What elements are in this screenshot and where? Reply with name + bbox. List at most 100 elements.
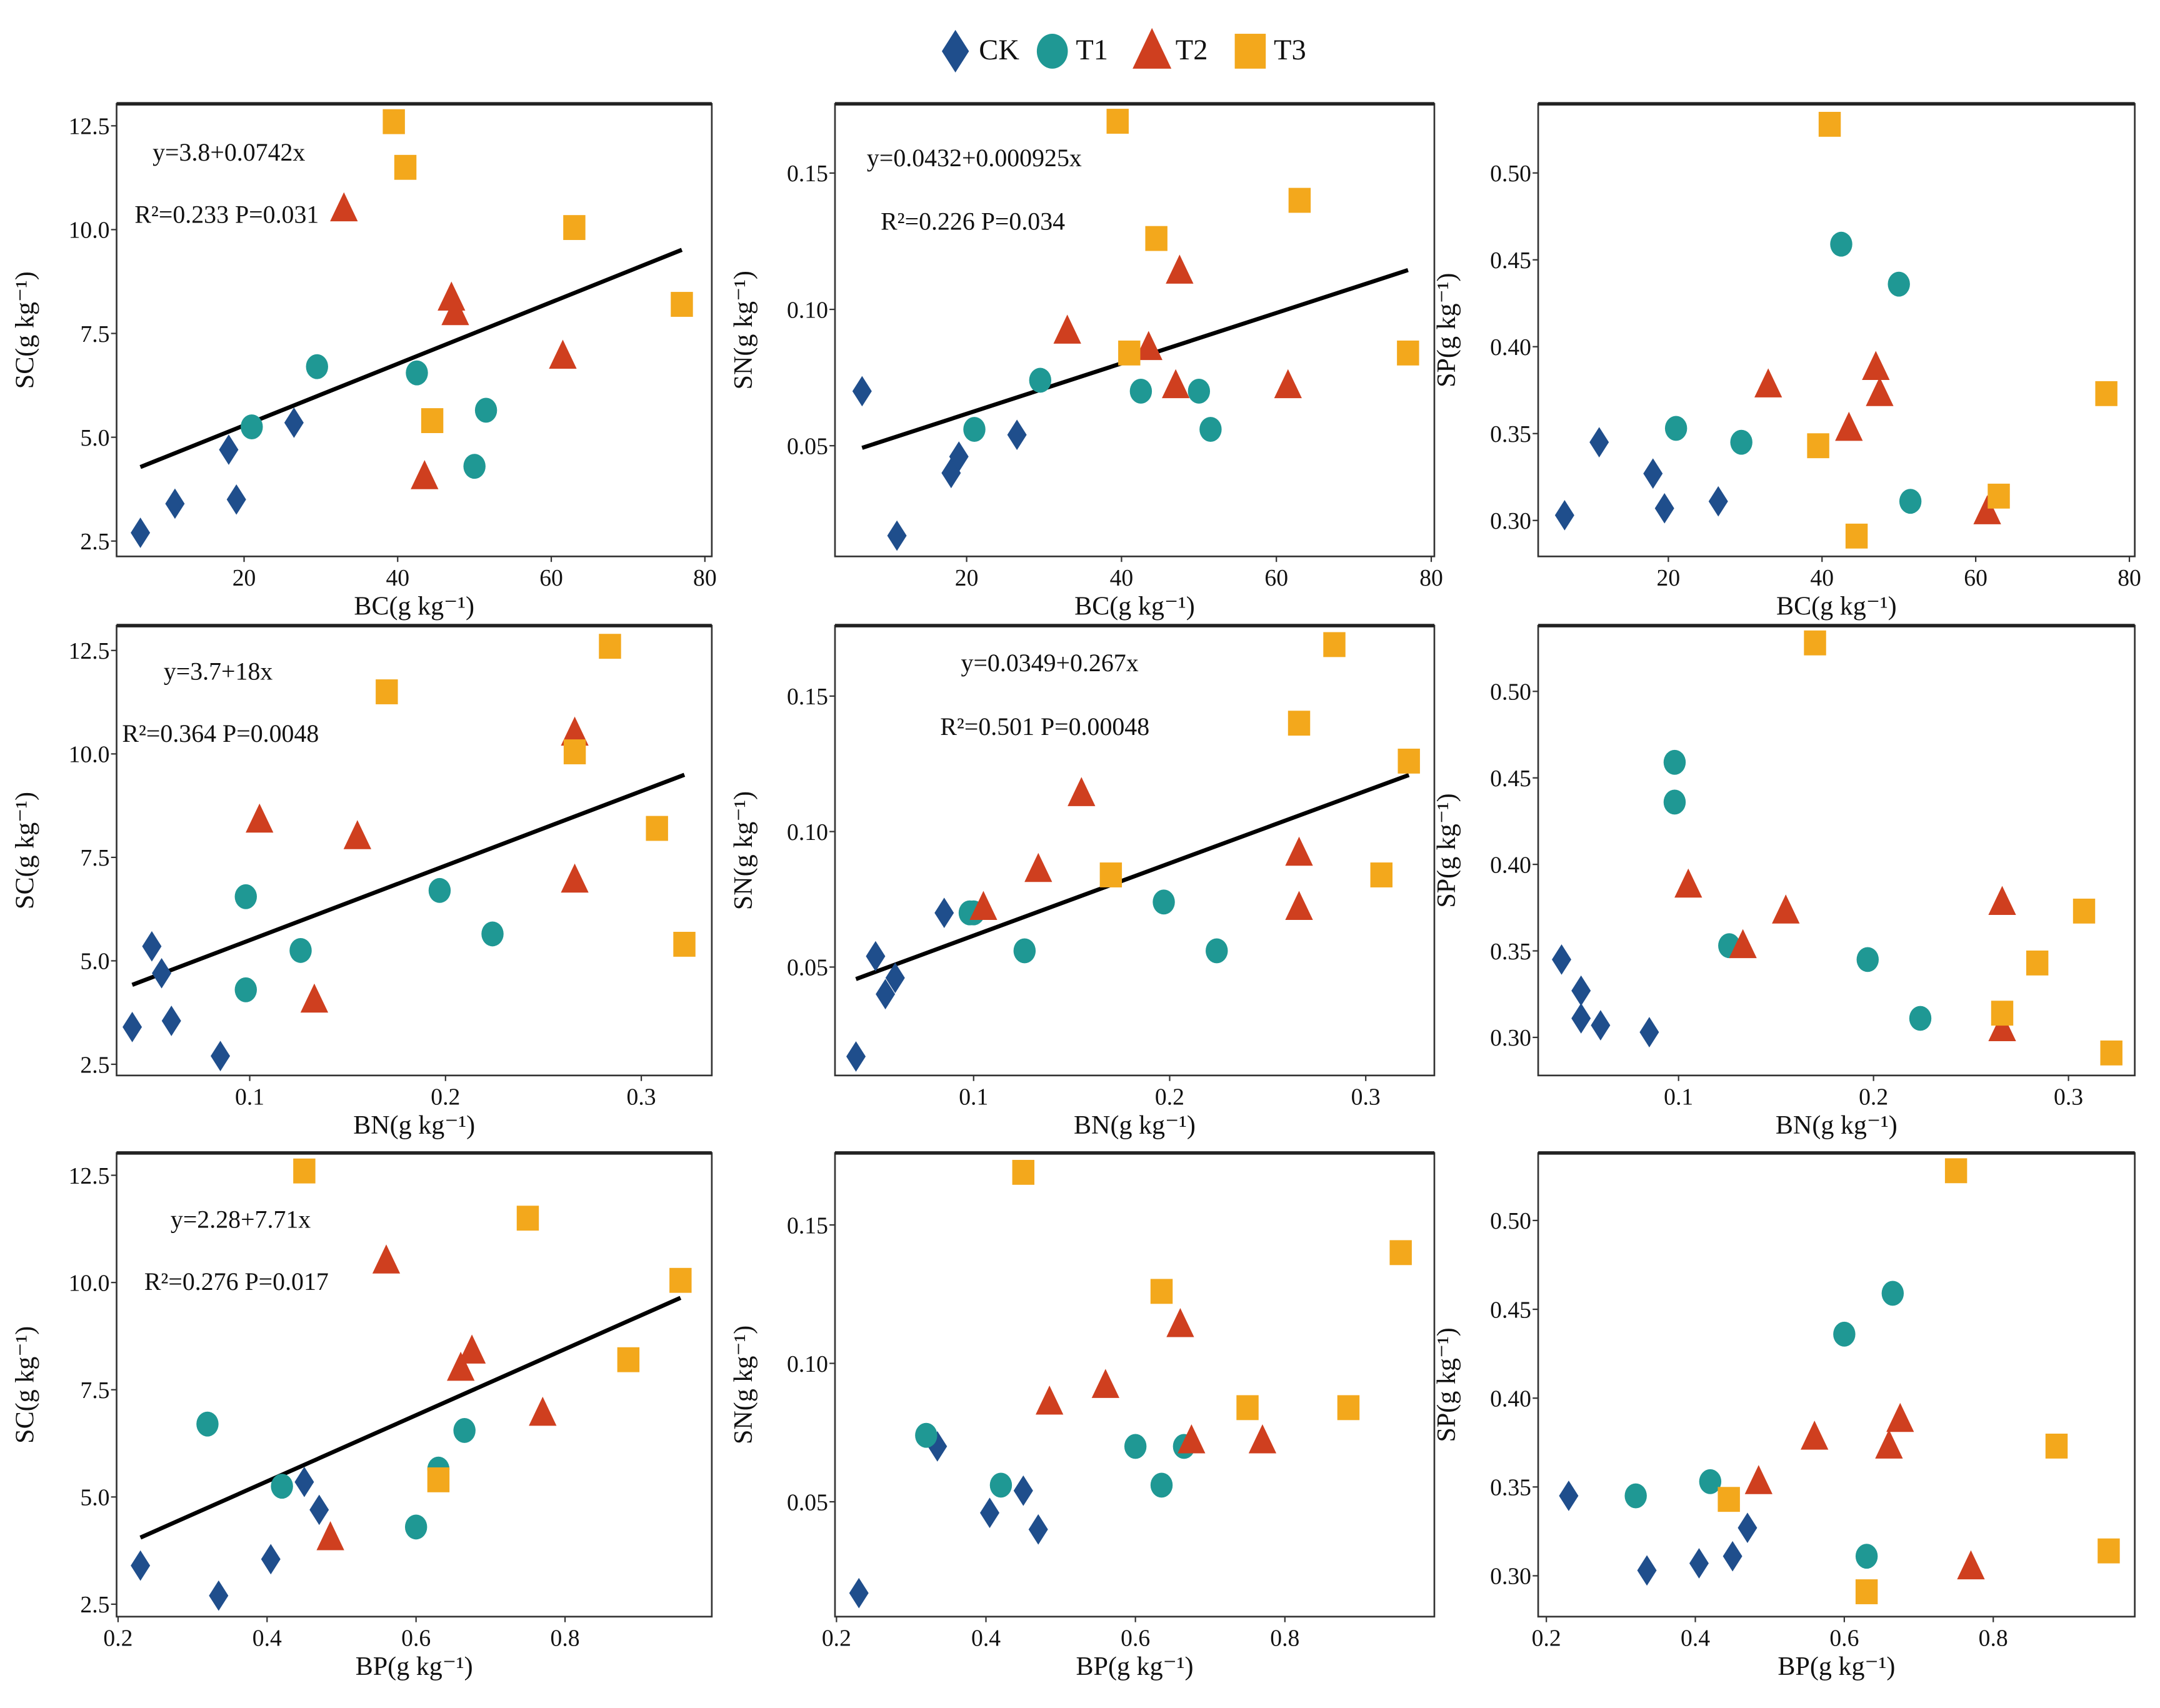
y-axis-label: SC(g kg⁻¹) bbox=[11, 271, 40, 389]
y-tick-label: 2.5 bbox=[80, 529, 109, 555]
data-point-t2 bbox=[561, 716, 589, 746]
y-tick-label: 2.5 bbox=[80, 1052, 109, 1078]
y-axis-label: SN(g kg⁻¹) bbox=[729, 791, 758, 910]
data-point-t1 bbox=[1013, 938, 1036, 964]
data-point-t1 bbox=[1129, 379, 1152, 404]
data-point-t2 bbox=[246, 803, 274, 833]
data-point-t2 bbox=[1285, 836, 1313, 866]
y-tick-label: 0.50 bbox=[1490, 679, 1531, 706]
plot-frame bbox=[1537, 1152, 2136, 1618]
y-tick-label: 0.50 bbox=[1490, 161, 1531, 187]
data-point-t3 bbox=[516, 1206, 539, 1231]
data-point-ck bbox=[161, 1006, 181, 1036]
series-t3 bbox=[1804, 630, 2122, 1066]
y-axis-label: SC(g kg⁻¹) bbox=[11, 1326, 40, 1444]
x-axis-label: BN(g kg⁻¹) bbox=[1074, 1111, 1196, 1140]
data-point-t2 bbox=[411, 460, 439, 489]
data-point-ck bbox=[152, 957, 172, 989]
y-tick-label: 5.0 bbox=[80, 1485, 109, 1511]
data-point-t1 bbox=[1888, 271, 1910, 297]
x-axis-label: BC(g kg⁻¹) bbox=[354, 592, 474, 621]
data-point-t2 bbox=[1053, 314, 1081, 344]
data-point-t3 bbox=[1323, 632, 1346, 657]
data-point-ck bbox=[1637, 1555, 1657, 1586]
series-t2 bbox=[1744, 1402, 1985, 1580]
y-axis-label: SN(g kg⁻¹) bbox=[729, 1326, 758, 1444]
legend-item-ck: CK bbox=[941, 29, 1019, 73]
series-t2 bbox=[969, 777, 1313, 920]
data-point-t1 bbox=[1699, 1469, 1722, 1494]
data-point-ck bbox=[1554, 500, 1574, 531]
data-point-ck bbox=[294, 1466, 314, 1497]
data-point-t1 bbox=[989, 1472, 1012, 1498]
x-tick-label: 0.2 bbox=[1859, 1084, 1888, 1110]
y-axis-label: SP(g kg⁻¹) bbox=[1432, 1327, 1461, 1442]
y-tick-label: 0.15 bbox=[787, 1212, 828, 1239]
data-point-t3 bbox=[2100, 1040, 2122, 1066]
y-tick-label: 0.15 bbox=[787, 161, 828, 187]
regression-equation: y=0.0432+0.000925x bbox=[867, 144, 1082, 172]
x-tick-label: 40 bbox=[1810, 565, 1834, 591]
regression-line bbox=[131, 772, 686, 987]
diamond-marker-icon bbox=[941, 29, 969, 73]
regression-equation: y=2.28+7.71x bbox=[171, 1205, 311, 1233]
data-point-t3 bbox=[671, 292, 693, 317]
x-axis-label: BP(g kg⁻¹) bbox=[356, 1652, 473, 1681]
data-point-t3 bbox=[669, 1267, 692, 1293]
data-point-t2 bbox=[1835, 411, 1863, 441]
plot-frame bbox=[116, 624, 713, 1077]
data-point-t1 bbox=[196, 1411, 219, 1437]
series-ck bbox=[131, 1466, 329, 1611]
scatter-panel-3: 20 40 60 80 0.30 0.35 0.40 0.45 0.50 BC(g kg⁻¹) SP… bbox=[1432, 102, 2141, 621]
scatter-panel-6: 0.1 0.2 0.3 0.30 0.35 0.40 0.45 0.50 BN(g kg⁻¹) S… bbox=[1432, 624, 2136, 1140]
data-point-t3 bbox=[1944, 1158, 1968, 1184]
series-t3 bbox=[1807, 111, 2118, 549]
scatter-panel-1: 20 40 60 80 2.5 5.0 7.5 10.0 12.5 BC(g kg⁻¹) SC(g … bbox=[11, 102, 717, 621]
x-tick-label: 0.8 bbox=[551, 1625, 580, 1651]
x-tick-label: 20 bbox=[955, 565, 979, 591]
x-axis-label: BP(g kg⁻¹) bbox=[1778, 1652, 1895, 1681]
y-tick-label: 0.10 bbox=[787, 819, 828, 846]
data-point-t1 bbox=[1856, 947, 1879, 972]
series-t2 bbox=[1754, 351, 2001, 524]
data-point-t3 bbox=[1397, 340, 1419, 366]
data-point-t2 bbox=[1166, 1307, 1194, 1337]
x-tick-label: 0.3 bbox=[1351, 1084, 1381, 1110]
data-point-t3 bbox=[1145, 226, 1168, 251]
series-t1 bbox=[234, 877, 504, 1002]
data-point-ck bbox=[1722, 1541, 1742, 1572]
y-tick-label: 0.35 bbox=[1490, 939, 1531, 965]
data-point-t2 bbox=[1801, 1421, 1829, 1450]
data-point-t1 bbox=[271, 1474, 293, 1499]
x-tick-label: 0.3 bbox=[627, 1084, 656, 1110]
plot-frame bbox=[1537, 624, 2136, 1077]
data-point-t3 bbox=[1236, 1395, 1259, 1421]
data-point-t1 bbox=[1899, 489, 1922, 514]
x-tick-label: 0.1 bbox=[235, 1084, 264, 1110]
series-t3 bbox=[293, 1158, 692, 1492]
y-tick-label: 12.5 bbox=[69, 1163, 110, 1189]
series-t1 bbox=[1624, 1281, 1904, 1569]
data-point-t2 bbox=[1744, 1465, 1772, 1494]
data-point-t1 bbox=[1624, 1483, 1647, 1509]
y-tick-label: 7.5 bbox=[80, 1377, 109, 1404]
legend-item-t1: T1 bbox=[1036, 34, 1108, 69]
data-point-t2 bbox=[1162, 369, 1190, 399]
data-point-t1 bbox=[406, 360, 428, 386]
data-point-ck bbox=[1654, 492, 1674, 524]
scatter-panel-4: 0.1 0.2 0.3 2.5 5.0 7.5 10.0 12.5 BN(g kg⁻¹) SC(g… bbox=[11, 624, 713, 1140]
data-point-t3 bbox=[1398, 748, 1420, 774]
series-t1 bbox=[1664, 231, 1922, 514]
data-point-t1 bbox=[1150, 1472, 1173, 1498]
legend: CK T1 T2 T3 bbox=[941, 27, 1306, 73]
data-point-t3 bbox=[382, 109, 405, 134]
legend-label: CK bbox=[979, 34, 1019, 66]
data-point-t1 bbox=[1663, 789, 1686, 815]
series-t3 bbox=[1012, 1159, 1412, 1421]
y-tick-label: 0.45 bbox=[1490, 247, 1531, 274]
legend-label: T2 bbox=[1176, 34, 1208, 66]
data-point-t3 bbox=[2095, 381, 2118, 406]
data-point-t3 bbox=[1337, 1395, 1360, 1421]
data-point-t1 bbox=[1881, 1281, 1904, 1306]
